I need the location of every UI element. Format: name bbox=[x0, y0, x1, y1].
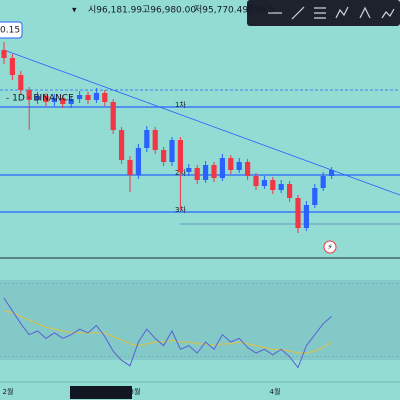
ohlc-high: 고96,980.00 bbox=[142, 6, 196, 16]
candle-body bbox=[68, 99, 74, 104]
marks: 1차2차3차2월3월4월2025-02-22 bbox=[0, 42, 400, 399]
candle-body bbox=[253, 176, 259, 186]
candle-body bbox=[186, 168, 192, 172]
candle-body bbox=[177, 140, 183, 172]
candle-body bbox=[9, 58, 15, 75]
candle-body bbox=[320, 176, 326, 188]
candle-body bbox=[1, 50, 7, 58]
candle-body bbox=[303, 205, 309, 228]
candle-body bbox=[35, 96, 41, 100]
candle-body bbox=[127, 160, 133, 175]
level-label: 1차 bbox=[175, 100, 186, 109]
candle-body bbox=[119, 130, 125, 160]
candle-body bbox=[219, 158, 225, 178]
rsi-ma-line bbox=[3, 310, 332, 354]
candle-body bbox=[110, 102, 116, 130]
ohlc-low: 저95,770.49 bbox=[194, 5, 248, 16]
candle-body bbox=[295, 198, 301, 228]
price-tag: 0.15 bbox=[0, 26, 20, 36]
icon-fib[interactable] bbox=[314, 7, 326, 19]
candle-body bbox=[270, 180, 276, 190]
candle-body bbox=[152, 130, 158, 150]
alert-glyph: ⚡ bbox=[327, 243, 333, 252]
candle-body bbox=[236, 162, 242, 170]
icon-pattern[interactable] bbox=[335, 6, 349, 19]
candle-body bbox=[135, 148, 141, 175]
x-label: 2월 bbox=[3, 387, 14, 396]
candle-body bbox=[43, 96, 49, 102]
candle-body bbox=[312, 188, 318, 205]
candle-body bbox=[102, 93, 108, 102]
candle-body bbox=[329, 170, 335, 176]
toolbar-icons bbox=[268, 6, 395, 20]
price-tag-box bbox=[0, 21, 23, 39]
dropdown[interactable]: ▾ bbox=[72, 6, 77, 16]
icon-trend[interactable] bbox=[291, 6, 305, 20]
candle-body bbox=[287, 184, 293, 198]
candle-body bbox=[77, 95, 83, 99]
rsi-band bbox=[0, 280, 400, 360]
x-label: 4월 bbox=[270, 387, 281, 396]
icon-projection[interactable] bbox=[359, 6, 371, 19]
candle-body bbox=[211, 165, 217, 178]
candle-body bbox=[85, 95, 91, 100]
candle-body bbox=[18, 75, 24, 90]
candle-body bbox=[278, 184, 284, 190]
x-label: 3월 bbox=[130, 387, 141, 396]
candle-body bbox=[51, 98, 57, 102]
candle-body bbox=[144, 130, 150, 148]
ohlc-close: 종96,5 bbox=[246, 5, 274, 16]
candle-body bbox=[93, 93, 99, 100]
candle-body bbox=[26, 90, 32, 100]
candle-body bbox=[228, 158, 234, 170]
rsi-line bbox=[3, 297, 332, 369]
candle-body bbox=[169, 140, 175, 162]
candle-body bbox=[194, 168, 200, 180]
candle-body bbox=[203, 165, 209, 180]
icon-more[interactable] bbox=[381, 8, 395, 19]
crosshair-date-box bbox=[70, 386, 132, 399]
candle-body bbox=[261, 180, 267, 186]
alert-icon[interactable] bbox=[323, 240, 337, 254]
candle-body bbox=[60, 98, 66, 104]
symbol-label: - 1D · BINANCE bbox=[6, 94, 74, 104]
candle-body bbox=[245, 162, 251, 176]
candle-body bbox=[161, 150, 167, 162]
crosshair-date: 2025-02-22 bbox=[78, 389, 125, 398]
ohlc-open: 시96,181.99 bbox=[88, 5, 142, 16]
